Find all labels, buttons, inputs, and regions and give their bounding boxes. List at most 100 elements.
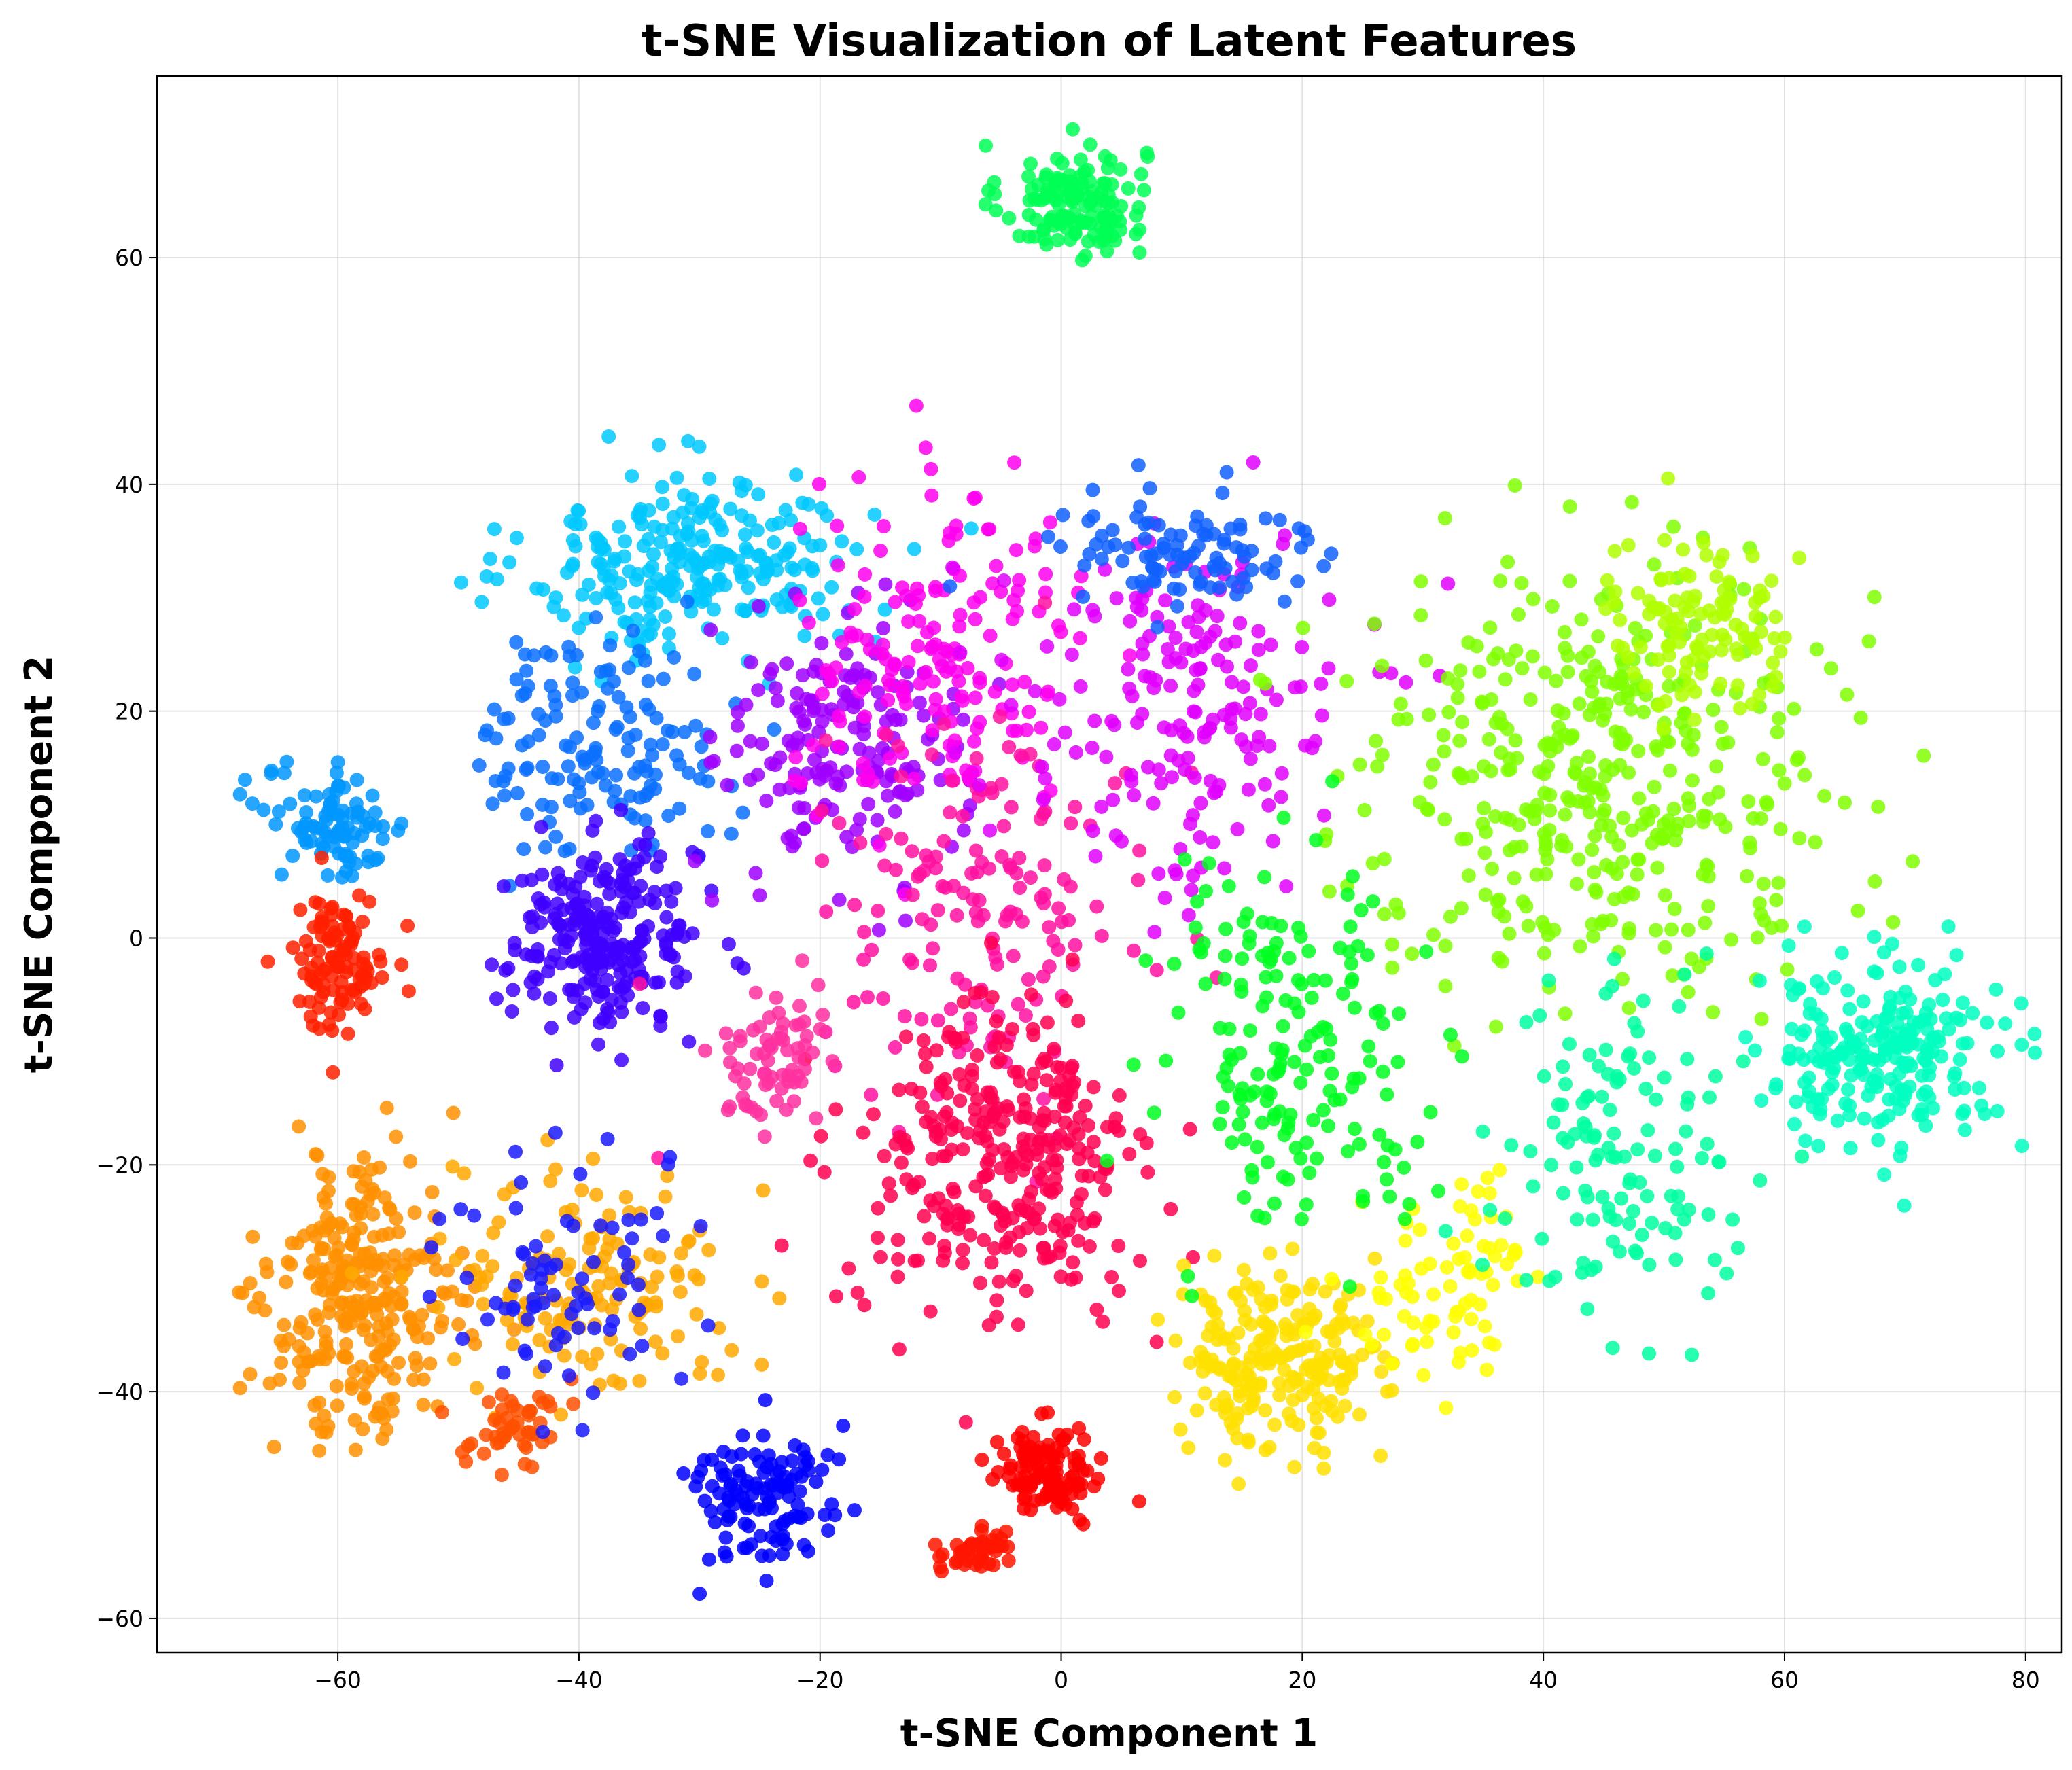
scatter-point [1838,795,1852,810]
scatter-point [655,480,669,495]
scatter-point [1013,1243,1028,1258]
scatter-point [644,626,658,641]
scatter-point [1438,938,1453,953]
scatter-point [1138,953,1153,968]
scatter-point [572,785,587,800]
scatter-point [1893,991,1908,1006]
scatter-point [1146,1105,1161,1120]
scatter-point [1507,870,1522,885]
scatter-point [856,756,871,771]
scatter-point [976,1540,991,1555]
scatter-point [1483,1203,1498,1218]
scatter-point [1841,1082,1856,1097]
scatter-point [828,1508,843,1523]
scatter-point [535,760,550,774]
scatter-point [603,1014,618,1029]
scatter-point [1259,1093,1274,1108]
scatter-point [814,636,829,650]
scatter-point [912,866,927,881]
scatter-point [1605,978,1619,993]
scatter-point [1178,641,1193,656]
scatter-point [297,788,312,803]
scatter-point [232,1285,247,1300]
scatter-point [656,1228,671,1243]
scatter-point [1207,1248,1222,1263]
x-axis-ticks: −60 −40 −20 0 20 40 60 80 [314,1652,2040,1693]
scatter-point [676,1466,691,1481]
scatter-point [485,957,499,972]
scatter-point [1654,830,1669,845]
scatter-point [1418,653,1433,668]
scatter-point [1042,1183,1057,1198]
scatter-point [820,1447,835,1462]
scatter-point [703,1504,718,1519]
scatter-point [1426,1287,1441,1302]
scatter-point [1206,835,1221,850]
scatter-point [362,894,377,909]
scatter-point [920,625,934,640]
scatter-point [543,1173,558,1188]
scatter-point [1388,1142,1403,1157]
scatter-point [1221,879,1236,893]
scatter-point [631,1303,646,1317]
scatter-point [516,1437,531,1452]
scatter-point [981,1167,996,1182]
scatter-point [1068,226,1083,241]
scatter-point [972,893,987,908]
scatter-point [955,809,970,824]
scatter-point [567,953,582,968]
scatter-point [894,769,909,784]
scatter-point [653,849,668,864]
scatter-point [1151,518,1166,533]
scatter-point [1021,705,1036,720]
scatter-point [907,771,921,786]
scatter-point [989,1309,1004,1324]
scatter-point [1422,1256,1437,1271]
scatter-point [1064,648,1079,662]
scatter-point [1218,921,1233,936]
scatter-point [897,1132,912,1147]
scatter-point [1203,720,1218,735]
scatter-point [585,823,600,838]
scatter-point [741,1519,756,1534]
scatter-point [1918,1006,1933,1021]
scatter-point [550,772,565,787]
scatter-point [1132,245,1147,260]
scatter-point [1221,1331,1236,1346]
scatter-point [1322,884,1337,899]
scatter-point [735,1428,750,1443]
scatter-point [1452,733,1467,748]
scatter-point [756,1428,771,1443]
scatter-point [1345,1080,1360,1095]
scatter-point [1702,1090,1717,1105]
scatter-point [998,914,1013,929]
scatter-point [1636,993,1651,1008]
y-tick-label: 20 [115,698,143,725]
scatter-point [1787,1116,1802,1131]
scatter-point [658,609,673,624]
scatter-point [618,534,632,549]
scatter-point [1212,1021,1227,1036]
scatter-point [315,910,330,925]
scatter-point [792,800,806,815]
scatter-point [2014,1038,2029,1052]
scatter-point [320,868,335,883]
scatter-point [318,1269,333,1284]
scatter-point [1021,207,1036,222]
scatter-point [306,920,321,935]
scatter-point [1544,1158,1559,1173]
scatter-point [950,971,965,986]
scatter-point [769,1534,784,1548]
scatter-point [1184,883,1199,898]
scatter-point [1942,1022,1956,1037]
scatter-point [586,1254,601,1269]
scatter-point [1151,866,1166,881]
scatter-point [1554,838,1568,853]
scatter-point [1037,232,1052,247]
scatter-point [1263,637,1278,652]
scatter-point [391,1355,406,1370]
scatter-point [969,751,984,766]
scatter-point [1420,1334,1435,1349]
scatter-point [1333,1298,1348,1313]
scatter-point [888,862,903,877]
